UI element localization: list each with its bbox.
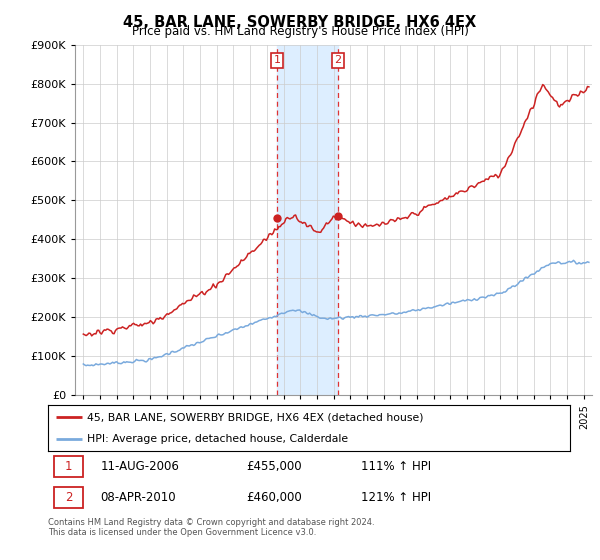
- Text: 111% ↑ HPI: 111% ↑ HPI: [361, 460, 431, 473]
- Bar: [277, 45, 338, 395]
- Text: 11-AUG-2006: 11-AUG-2006: [100, 460, 179, 473]
- Text: 45, BAR LANE, SOWERBY BRIDGE, HX6 4EX (detached house): 45, BAR LANE, SOWERBY BRIDGE, HX6 4EX (d…: [87, 412, 424, 422]
- Text: £460,000: £460,000: [247, 491, 302, 504]
- Bar: [54, 456, 83, 477]
- Bar: [54, 487, 83, 508]
- Text: 1: 1: [274, 55, 280, 66]
- Text: 2: 2: [65, 491, 73, 504]
- Text: 121% ↑ HPI: 121% ↑ HPI: [361, 491, 431, 504]
- Text: 1: 1: [65, 460, 73, 473]
- Text: Contains HM Land Registry data © Crown copyright and database right 2024.
This d: Contains HM Land Registry data © Crown c…: [48, 518, 374, 538]
- Text: 2: 2: [335, 55, 341, 66]
- Text: Price paid vs. HM Land Registry's House Price Index (HPI): Price paid vs. HM Land Registry's House …: [131, 25, 469, 38]
- Text: 08-APR-2010: 08-APR-2010: [100, 491, 176, 504]
- Text: HPI: Average price, detached house, Calderdale: HPI: Average price, detached house, Cald…: [87, 435, 348, 444]
- Text: £455,000: £455,000: [247, 460, 302, 473]
- Text: 45, BAR LANE, SOWERBY BRIDGE, HX6 4EX: 45, BAR LANE, SOWERBY BRIDGE, HX6 4EX: [124, 15, 476, 30]
